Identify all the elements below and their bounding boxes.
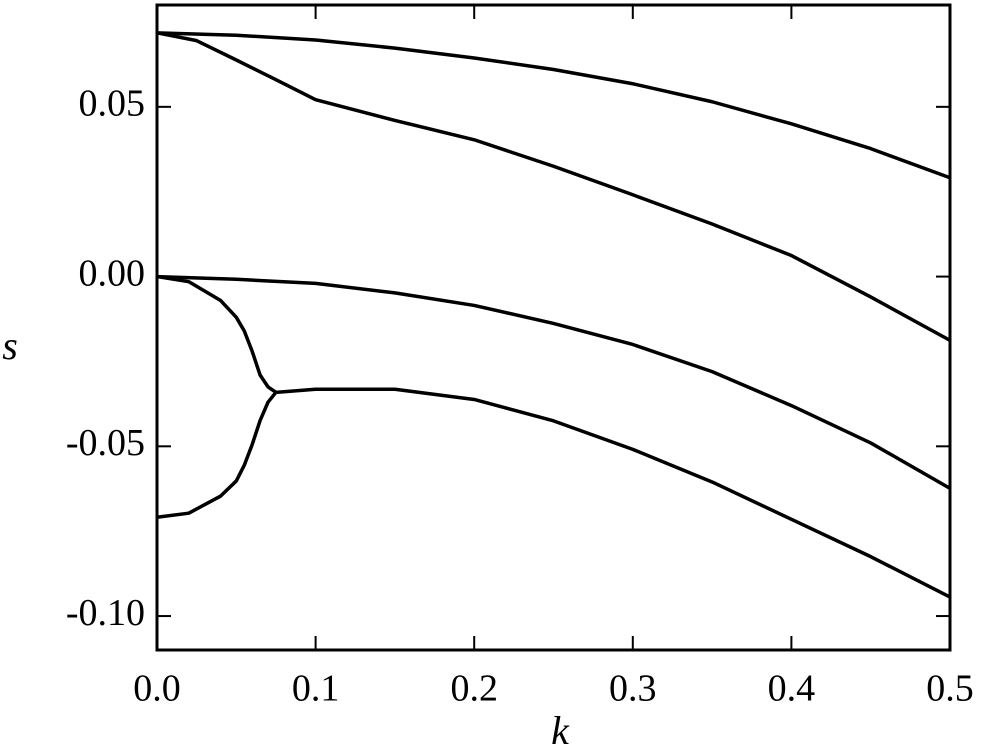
x-axis-title: k xyxy=(551,708,570,750)
x-tick-label: 0.3 xyxy=(609,668,657,710)
y-axis-title: s xyxy=(2,323,18,368)
y-tick-label: -0.05 xyxy=(66,422,145,464)
series-line xyxy=(156,274,951,490)
y-tick-label: -0.10 xyxy=(66,592,145,634)
x-tick-label: 0.0 xyxy=(133,668,181,710)
series-line xyxy=(156,387,951,599)
plot-frame xyxy=(155,3,952,652)
y-tick-label: 0.00 xyxy=(79,252,146,294)
series-line xyxy=(156,274,277,394)
series-line xyxy=(156,31,951,342)
series-line xyxy=(156,31,951,180)
x-tick-label: 0.2 xyxy=(450,668,498,710)
y-tick-label: 0.05 xyxy=(79,83,146,125)
x-tick-label: 0.1 xyxy=(292,668,340,710)
x-tick-label: 0.4 xyxy=(768,668,816,710)
x-tick-label: 0.5 xyxy=(926,668,974,710)
